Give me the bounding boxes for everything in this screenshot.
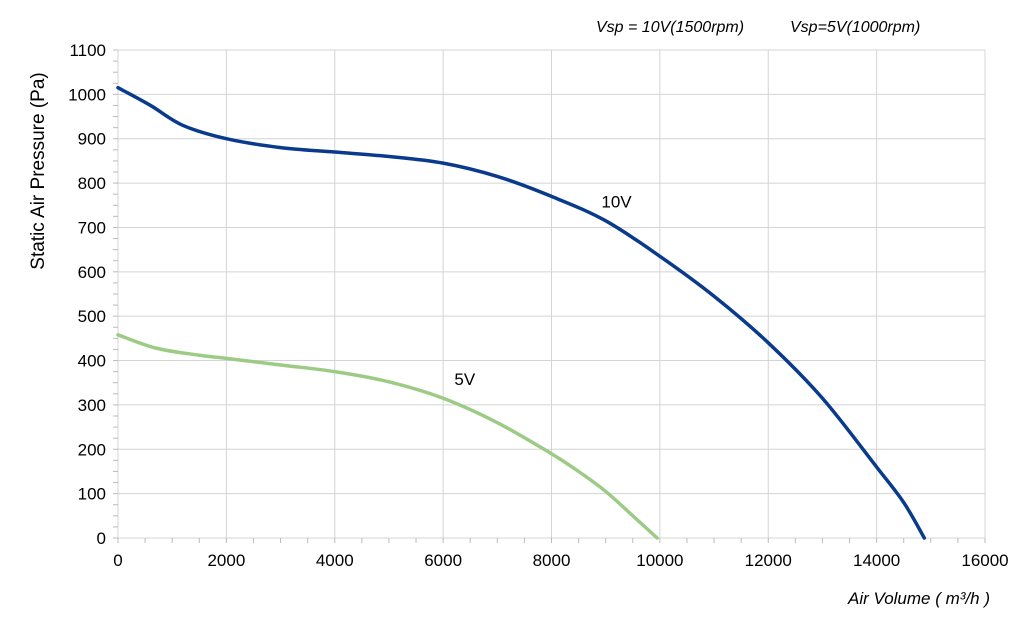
- y-tick-label: 500: [78, 307, 106, 326]
- header-note-10v: Vsp = 10V(1500rpm): [596, 19, 744, 36]
- series-labels: 10V 5V: [454, 192, 632, 388]
- x-axis-title: Air Volume ( m³/h ): [847, 589, 990, 608]
- y-tick-label: 100: [78, 485, 106, 504]
- y-tick-label: 600: [78, 263, 106, 282]
- y-tick-label: 1100: [69, 41, 106, 60]
- tick-labels: 0 100 200 300 400 500 600 700 800 900 1000 1100 0 200…: [68, 41, 1008, 570]
- y-tick-label: 700: [78, 218, 106, 237]
- y-axis-title: Static Air Pressure (Pa): [28, 72, 49, 269]
- x-tick-label: 12000: [745, 551, 792, 570]
- y-tick-label: 400: [78, 352, 106, 371]
- header-note-5v: Vsp=5V(1000rpm): [790, 19, 920, 36]
- series-label-10v: 10V: [601, 192, 632, 211]
- x-tick-label: 0: [113, 551, 122, 570]
- series-label-5v: 5V: [454, 370, 475, 389]
- y-tick-label: 200: [78, 440, 106, 459]
- x-tick-label: 10000: [636, 551, 683, 570]
- grid: [117, 49, 986, 539]
- x-tick-label: 14000: [853, 551, 900, 570]
- x-tick-label: 8000: [533, 551, 571, 570]
- series-line-10v: [116, 85, 927, 540]
- x-tick-label: 6000: [424, 551, 462, 570]
- y-tick-label: 900: [78, 130, 106, 149]
- y-tick-label: 0: [97, 529, 106, 548]
- x-tick-label: 16000: [961, 551, 1008, 570]
- minor-ticks: [113, 49, 986, 543]
- series-line-5v: [116, 333, 659, 540]
- x-tick-label: 4000: [316, 551, 354, 570]
- y-tick-label: 800: [78, 174, 106, 193]
- y-tick-label: 1000: [68, 85, 106, 104]
- y-tick-label: 300: [78, 396, 106, 415]
- series-group: [116, 85, 927, 540]
- x-tick-label: 2000: [207, 551, 245, 570]
